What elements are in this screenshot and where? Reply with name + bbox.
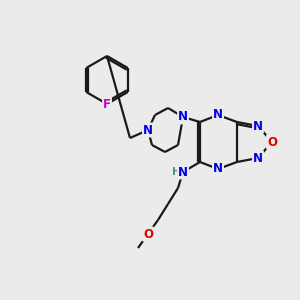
Text: N: N — [213, 163, 223, 176]
Text: F: F — [103, 98, 111, 110]
Text: N: N — [178, 110, 188, 124]
Text: O: O — [267, 136, 277, 148]
Text: N: N — [253, 152, 263, 164]
Text: N: N — [143, 124, 153, 136]
Text: H: H — [178, 167, 188, 177]
Text: O: O — [143, 227, 153, 241]
Text: N: N — [213, 109, 223, 122]
Text: N: N — [178, 166, 188, 178]
Text: H: H — [172, 167, 180, 177]
Text: N: N — [253, 119, 263, 133]
